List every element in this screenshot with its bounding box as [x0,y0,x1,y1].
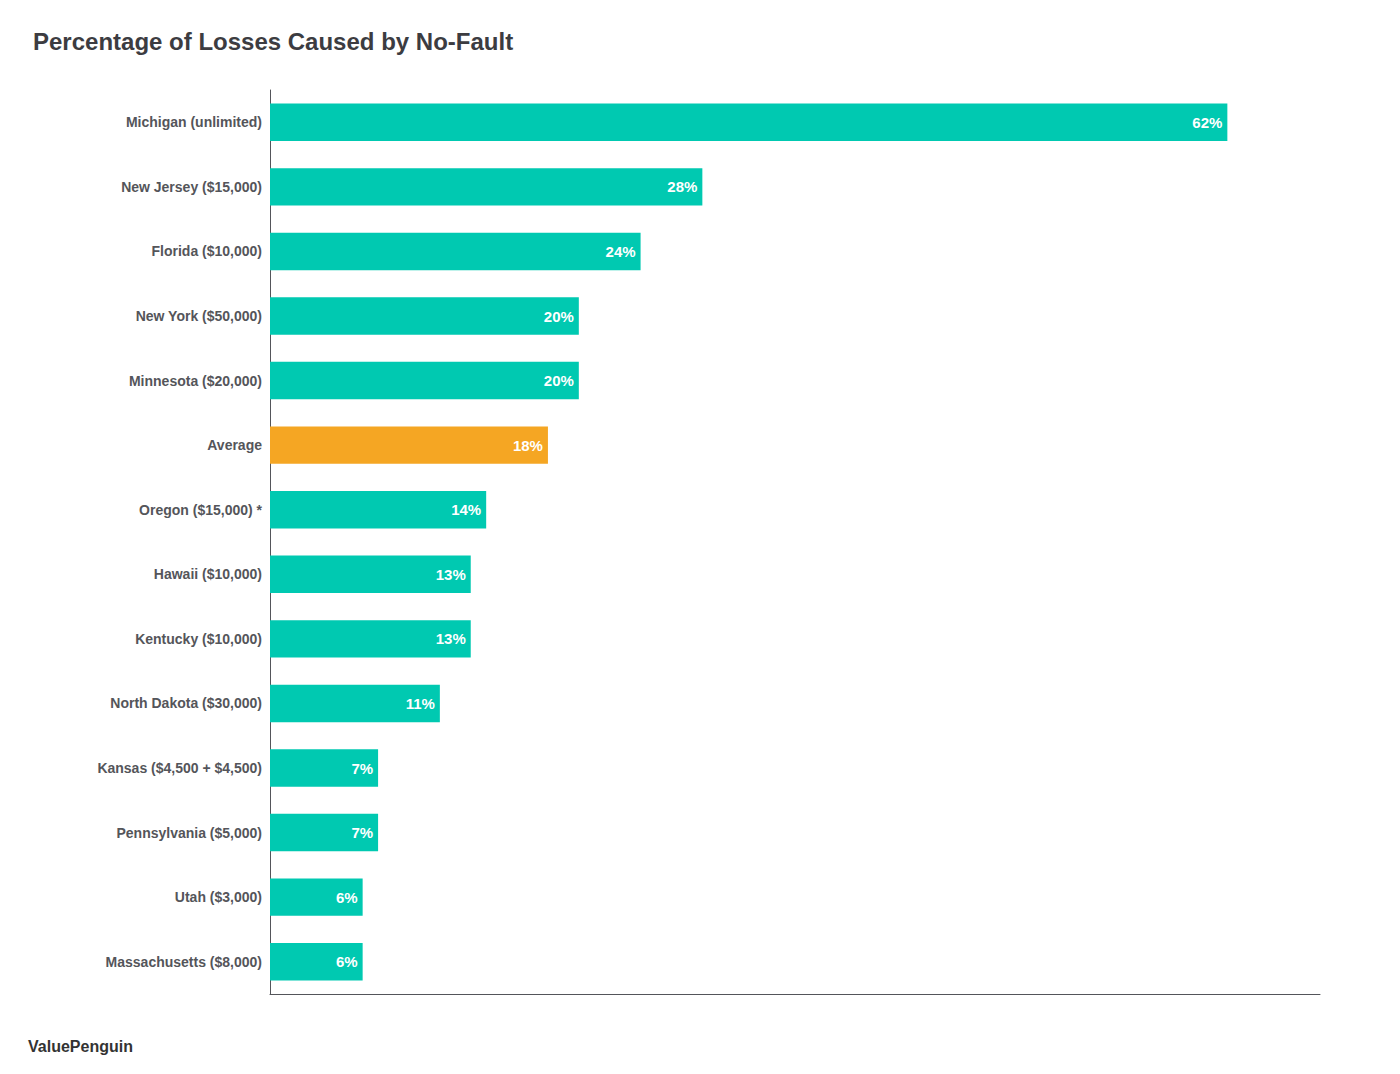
svg-text:Minnesota ($20,000): Minnesota ($20,000) [129,373,262,389]
svg-text:18%: 18% [513,437,543,454]
svg-text:13%: 13% [436,630,466,647]
svg-text:Michigan (unlimited): Michigan (unlimited) [126,114,262,130]
svg-text:62%: 62% [1192,114,1222,131]
svg-text:6%: 6% [336,953,358,970]
svg-text:Kansas ($4,500 + $4,500): Kansas ($4,500 + $4,500) [97,760,262,776]
svg-text:Florida ($10,000): Florida ($10,000) [152,243,263,259]
svg-text:Massachusetts ($8,000): Massachusetts ($8,000) [106,954,262,970]
svg-text:Pennsylvania ($5,000): Pennsylvania ($5,000) [116,825,262,841]
svg-text:11%: 11% [406,695,435,712]
svg-text:6%: 6% [336,889,358,906]
svg-text:New Jersey ($15,000): New Jersey ($15,000) [121,179,262,195]
svg-text:20%: 20% [544,372,574,389]
svg-text:28%: 28% [667,178,697,195]
svg-text:ValuePenguin: ValuePenguin [28,1038,133,1055]
svg-text:20%: 20% [544,308,574,325]
svg-text:Utah ($3,000): Utah ($3,000) [175,889,262,905]
svg-text:24%: 24% [606,243,636,260]
svg-text:14%: 14% [451,501,481,518]
svg-text:New York ($50,000): New York ($50,000) [136,308,262,324]
svg-text:Hawaii ($10,000): Hawaii ($10,000) [154,566,262,582]
svg-text:Percentage of Losses Caused by: Percentage of Losses Caused by No-Fault [33,28,513,55]
svg-text:Oregon ($15,000) *: Oregon ($15,000) * [139,502,262,518]
svg-text:7%: 7% [351,824,373,841]
svg-text:Average: Average [207,437,262,453]
svg-text:13%: 13% [436,566,466,583]
svg-text:7%: 7% [351,760,373,777]
svg-text:Kentucky ($10,000): Kentucky ($10,000) [135,631,262,647]
svg-text:North Dakota ($30,000): North Dakota ($30,000) [110,695,262,711]
